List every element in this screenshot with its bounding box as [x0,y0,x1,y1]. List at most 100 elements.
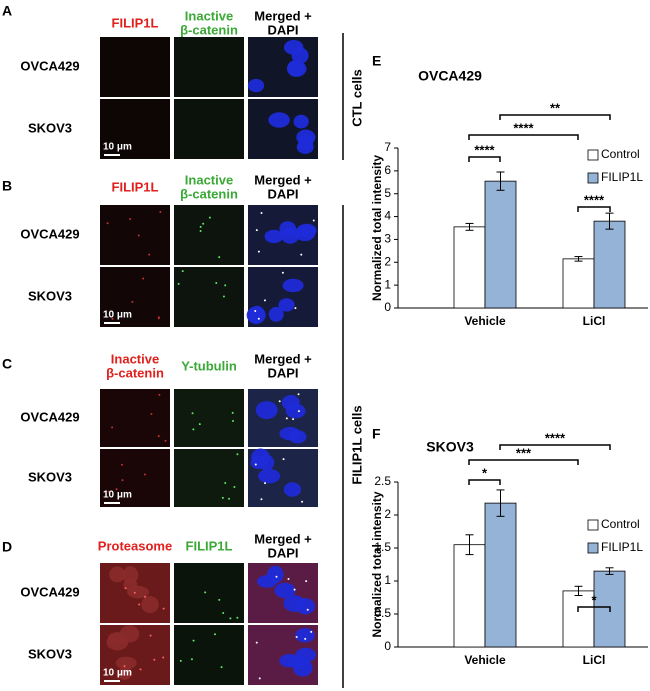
significance-label: ** [550,100,561,115]
spot [264,482,267,485]
spot [202,222,205,225]
spot [258,677,261,680]
legend-swatch [587,519,599,531]
spot [133,591,136,594]
nucleus [295,647,316,663]
legend-label: FILIP1L [601,170,643,184]
nucleus [274,582,296,599]
nucleus [255,401,278,420]
legend-swatch [587,172,599,184]
significance-bracket [468,156,501,162]
significance-bracket [577,206,611,212]
column-header: Inactive [111,351,159,366]
spot [228,497,231,500]
spot [157,317,160,320]
column-header: Merged + [254,172,312,187]
spot [121,463,124,466]
nucleus [256,575,278,588]
error-bar [605,567,614,575]
spot [111,317,114,320]
spot [214,633,217,636]
spot [304,637,307,640]
column-header: β-catenin [180,22,238,37]
nucleus [247,78,265,93]
spot [106,222,109,225]
nucleus [258,454,275,471]
nucleus [283,482,301,497]
micrograph [174,267,244,327]
y-tick-label: 7 [384,140,391,154]
nucleus [281,395,300,411]
nucleus [268,306,284,322]
spot [310,630,313,633]
nucleus [292,659,313,677]
bar [484,180,517,309]
nucleus [122,566,139,584]
spot [164,439,167,442]
x-tick-label: Vehicle [464,653,506,667]
panel-letter: C [2,356,12,372]
spot [199,225,202,228]
spot [292,418,295,421]
spot [222,611,225,614]
nucleus [249,305,265,324]
spot [294,307,297,310]
bar [484,502,517,648]
micrograph [174,625,244,685]
column-header: DAPI [267,365,298,380]
column-header: FILIP1L [112,15,159,30]
spot [278,400,281,403]
spot [192,428,195,431]
significance-bracket [468,134,579,140]
spot [111,426,114,429]
significance-bracket [577,606,611,612]
error-bar [465,534,474,556]
micrograph [100,389,170,447]
spot [181,270,184,273]
legend-swatch [587,149,599,161]
spot [162,607,165,610]
y-tick-label: 0 [384,639,391,653]
spot [222,295,225,298]
column-header: β-catenin [180,186,238,201]
spot [142,277,145,280]
significance-label: * [482,465,488,480]
spot [257,250,260,253]
column-header: Υ-tubulin [181,358,237,373]
y-tick-label: 1 [384,277,391,291]
spot [115,488,118,491]
nucleus [109,566,126,583]
spot [236,616,239,619]
nucleus [279,221,297,236]
row-label: OVCA429 [20,409,79,424]
spot [306,608,309,611]
spot [282,458,285,461]
column-header: Inactive [185,172,233,187]
y-axis-label: Normalized total intensity [370,155,384,301]
error-bar [465,222,474,231]
nucleus [264,229,284,244]
legend-swatch [587,542,599,554]
spot [300,253,303,256]
x-tick-label: Vehicle [464,314,506,328]
bar [453,544,486,648]
significance-label: **** [513,120,534,135]
spot [224,482,227,485]
micrograph [100,449,170,507]
significance-label: * [591,592,597,607]
spot [275,575,278,578]
y-tick-label: 0 [384,300,391,314]
spot [254,463,257,466]
bar [593,220,626,309]
legend-label: Control [601,517,640,531]
y-tick-label: 0.5 [374,606,391,620]
spot [255,229,258,232]
column-header: Proteasome [98,538,172,553]
spot [143,473,146,476]
significance-bracket [499,114,611,120]
column-header: β-catenin [106,365,164,380]
panel-letter: D [2,539,12,555]
spot [198,423,201,426]
y-tick-label: 3 [384,232,391,246]
nucleus [295,628,315,643]
